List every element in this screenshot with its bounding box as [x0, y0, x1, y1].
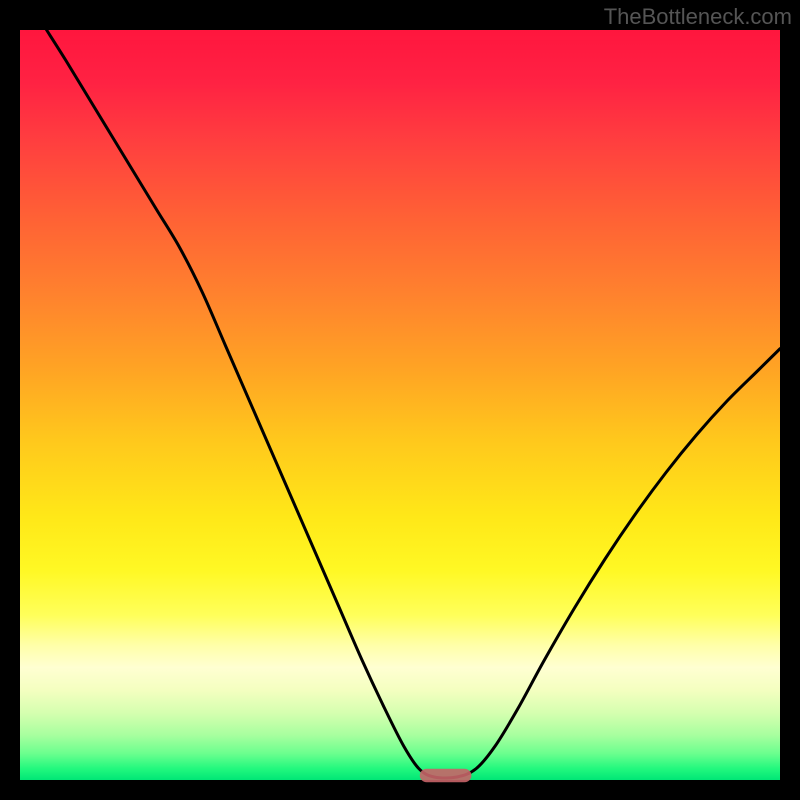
chart-svg: [0, 0, 800, 800]
chart-container: TheBottleneck.com: [0, 0, 800, 800]
plot-background: [20, 30, 780, 780]
min-marker: [420, 769, 472, 783]
watermark-text: TheBottleneck.com: [604, 4, 792, 30]
